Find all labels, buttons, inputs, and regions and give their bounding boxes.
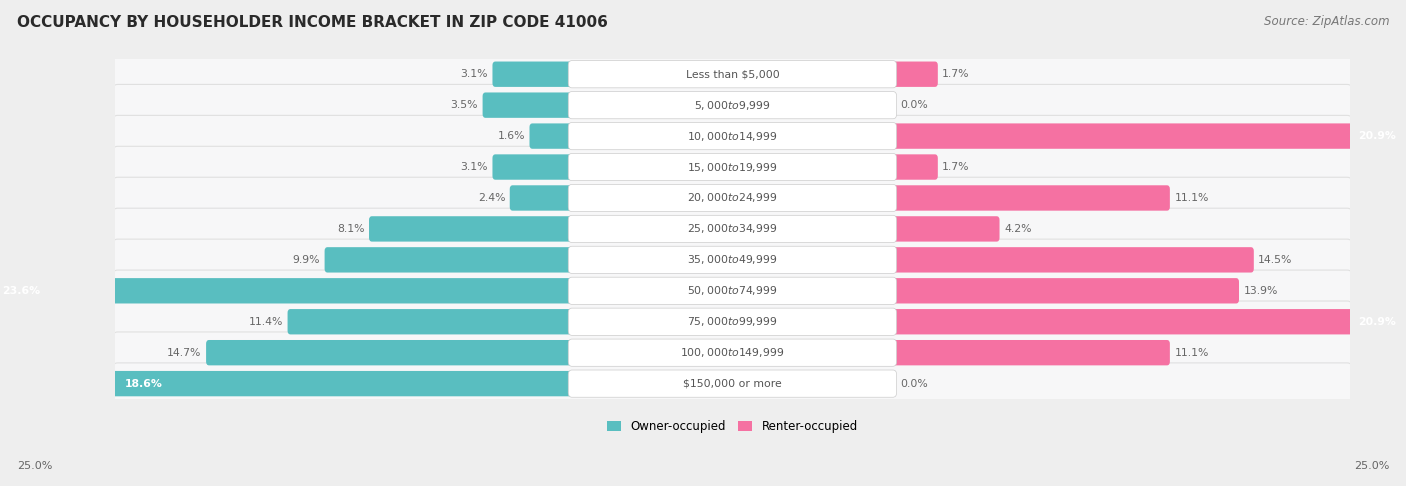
FancyBboxPatch shape bbox=[492, 62, 575, 87]
Text: 1.7%: 1.7% bbox=[942, 162, 970, 172]
Text: 20.9%: 20.9% bbox=[1358, 317, 1396, 327]
Text: 0.0%: 0.0% bbox=[900, 100, 928, 110]
Text: Source: ZipAtlas.com: Source: ZipAtlas.com bbox=[1264, 15, 1389, 28]
FancyBboxPatch shape bbox=[568, 122, 897, 150]
Text: $20,000 to $24,999: $20,000 to $24,999 bbox=[688, 191, 778, 205]
FancyBboxPatch shape bbox=[890, 123, 1406, 149]
FancyBboxPatch shape bbox=[325, 247, 575, 273]
FancyBboxPatch shape bbox=[0, 278, 575, 303]
FancyBboxPatch shape bbox=[890, 185, 1170, 210]
FancyBboxPatch shape bbox=[890, 247, 1254, 273]
FancyBboxPatch shape bbox=[890, 216, 1000, 242]
Text: $35,000 to $49,999: $35,000 to $49,999 bbox=[688, 253, 778, 266]
FancyBboxPatch shape bbox=[568, 370, 897, 397]
FancyBboxPatch shape bbox=[890, 62, 938, 87]
Text: $100,000 to $149,999: $100,000 to $149,999 bbox=[681, 346, 785, 359]
Text: 11.4%: 11.4% bbox=[249, 317, 283, 327]
Text: $15,000 to $19,999: $15,000 to $19,999 bbox=[688, 160, 778, 174]
FancyBboxPatch shape bbox=[492, 155, 575, 180]
Text: 23.6%: 23.6% bbox=[1, 286, 39, 296]
Text: 9.9%: 9.9% bbox=[292, 255, 321, 265]
FancyBboxPatch shape bbox=[207, 340, 575, 365]
Text: 18.6%: 18.6% bbox=[125, 379, 163, 389]
Text: 11.1%: 11.1% bbox=[1174, 193, 1209, 203]
FancyBboxPatch shape bbox=[568, 246, 897, 274]
Text: 20.9%: 20.9% bbox=[1358, 131, 1396, 141]
Text: $50,000 to $74,999: $50,000 to $74,999 bbox=[688, 284, 778, 297]
FancyBboxPatch shape bbox=[568, 91, 897, 119]
Text: Less than $5,000: Less than $5,000 bbox=[686, 69, 779, 79]
FancyBboxPatch shape bbox=[111, 146, 1354, 188]
Text: 0.0%: 0.0% bbox=[900, 379, 928, 389]
Legend: Owner-occupied, Renter-occupied: Owner-occupied, Renter-occupied bbox=[602, 415, 862, 437]
FancyBboxPatch shape bbox=[368, 216, 575, 242]
Text: 11.1%: 11.1% bbox=[1174, 347, 1209, 358]
FancyBboxPatch shape bbox=[111, 115, 1354, 157]
FancyBboxPatch shape bbox=[288, 309, 575, 334]
Text: $75,000 to $99,999: $75,000 to $99,999 bbox=[688, 315, 778, 328]
FancyBboxPatch shape bbox=[111, 332, 1354, 373]
FancyBboxPatch shape bbox=[890, 340, 1170, 365]
FancyBboxPatch shape bbox=[890, 278, 1239, 303]
Text: 8.1%: 8.1% bbox=[337, 224, 364, 234]
FancyBboxPatch shape bbox=[111, 270, 1354, 312]
FancyBboxPatch shape bbox=[568, 339, 897, 366]
FancyBboxPatch shape bbox=[482, 92, 575, 118]
FancyBboxPatch shape bbox=[111, 85, 1354, 126]
FancyBboxPatch shape bbox=[568, 215, 897, 243]
Text: 3.1%: 3.1% bbox=[461, 162, 488, 172]
FancyBboxPatch shape bbox=[568, 61, 897, 88]
Text: 2.4%: 2.4% bbox=[478, 193, 505, 203]
Text: 13.9%: 13.9% bbox=[1243, 286, 1278, 296]
Text: 14.7%: 14.7% bbox=[167, 347, 201, 358]
Text: 1.7%: 1.7% bbox=[942, 69, 970, 79]
FancyBboxPatch shape bbox=[111, 301, 1354, 343]
Text: 4.2%: 4.2% bbox=[1004, 224, 1032, 234]
Text: 25.0%: 25.0% bbox=[1354, 461, 1389, 471]
Text: 25.0%: 25.0% bbox=[17, 461, 52, 471]
Text: 1.6%: 1.6% bbox=[498, 131, 524, 141]
FancyBboxPatch shape bbox=[111, 239, 1354, 280]
Text: OCCUPANCY BY HOUSEHOLDER INCOME BRACKET IN ZIP CODE 41006: OCCUPANCY BY HOUSEHOLDER INCOME BRACKET … bbox=[17, 15, 607, 30]
FancyBboxPatch shape bbox=[890, 155, 938, 180]
Text: $150,000 or more: $150,000 or more bbox=[683, 379, 782, 389]
FancyBboxPatch shape bbox=[111, 177, 1354, 219]
FancyBboxPatch shape bbox=[111, 208, 1354, 250]
FancyBboxPatch shape bbox=[510, 185, 575, 210]
FancyBboxPatch shape bbox=[568, 308, 897, 335]
FancyBboxPatch shape bbox=[568, 154, 897, 181]
Text: $5,000 to $9,999: $5,000 to $9,999 bbox=[695, 99, 770, 112]
FancyBboxPatch shape bbox=[568, 184, 897, 211]
FancyBboxPatch shape bbox=[111, 53, 1354, 95]
Text: 14.5%: 14.5% bbox=[1258, 255, 1292, 265]
Text: 3.5%: 3.5% bbox=[451, 100, 478, 110]
Text: $10,000 to $14,999: $10,000 to $14,999 bbox=[688, 130, 778, 142]
FancyBboxPatch shape bbox=[530, 123, 575, 149]
FancyBboxPatch shape bbox=[111, 363, 1354, 404]
Text: 3.1%: 3.1% bbox=[461, 69, 488, 79]
FancyBboxPatch shape bbox=[110, 371, 575, 396]
Text: $25,000 to $34,999: $25,000 to $34,999 bbox=[688, 223, 778, 235]
FancyBboxPatch shape bbox=[568, 277, 897, 304]
FancyBboxPatch shape bbox=[890, 309, 1406, 334]
